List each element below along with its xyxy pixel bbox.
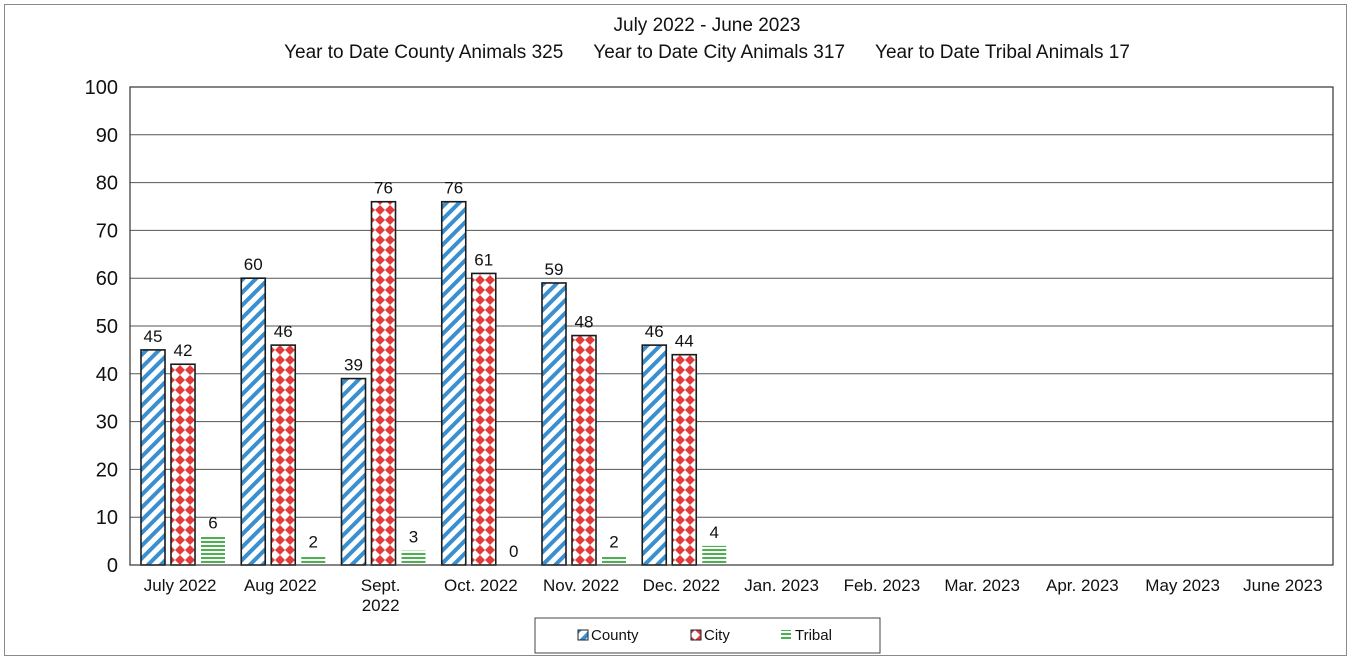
y-tick-label: 80 [96,173,118,195]
x-axis: July 2022 Aug 2022 Sept.2022 Oct. 2022 Nov. … [144,576,1323,615]
y-tick-label: 40 [96,364,118,386]
data-label-county: 39 [344,356,363,375]
y-tick-label: 30 [96,412,118,434]
x-tick-label: May 2023 [1145,576,1220,595]
data-label-city: 76 [374,179,393,198]
data-label-city: 44 [675,332,694,351]
data-label-city: 61 [474,250,493,269]
data-label-tribal: 2 [609,532,618,551]
bar-tribal [702,545,727,565]
y-tick-label: 50 [96,316,118,338]
data-label-city: 48 [575,313,594,332]
data-label-county: 46 [645,322,664,341]
data-label-county: 59 [545,260,564,279]
bars [140,200,727,566]
bar-tribal [401,550,426,565]
bar-city [671,353,698,566]
bar-city [270,344,297,566]
y-tick-label: 60 [96,268,118,290]
legend-box [534,617,881,654]
x-tick-label: Oct. 2022 [444,576,518,595]
bar-city [170,363,196,566]
data-label-city: 46 [274,322,293,341]
bar-county [440,200,467,566]
x-tick-label: July 2022 [144,576,217,595]
chart-subtitle: Year to Date County Animals 325 Year to D… [284,42,1130,63]
bar-city [470,272,497,566]
data-label-tribal: 0 [509,542,518,561]
x-tick-label: Jan. 2023 [744,576,819,595]
y-tick-label: 100 [85,77,118,99]
legend-label-tribal: Tribal [795,627,832,644]
bar-chart: July 2022 - June 2023 Year to Date Count… [85,15,1334,654]
y-tick-label: 90 [96,125,118,147]
gridlines [130,86,1333,566]
bar-county [541,282,567,566]
legend-label-county: County [591,627,639,644]
x-tick-label: Sept. [361,576,401,595]
data-label-county: 60 [244,255,263,274]
y-axis: 0 10 20 30 40 50 60 70 80 90 100 [85,77,118,577]
bar-city [370,200,397,566]
data-label-tribal: 3 [409,528,418,547]
y-tick-label: 70 [96,220,118,242]
x-tick-label: June 2023 [1243,576,1322,595]
bar-tribal [301,555,326,565]
subtitle-city-total: Year to Date City Animals 317 [593,42,845,63]
legend-swatch-county [577,629,589,641]
legend-label-city: City [704,627,730,644]
y-tick-label: 10 [96,507,118,529]
y-tick-label: 20 [96,459,118,481]
x-tick-label: Mar. 2023 [944,576,1020,595]
bar-tribal [201,536,225,565]
x-tick-label: Nov. 2022 [543,576,619,595]
legend: County City Tribal [534,617,881,654]
x-tick-label: Dec. 2022 [643,576,721,595]
chart-frame: July 2022 - June 2023 Year to Date Count… [4,4,1347,656]
bar-city [571,334,597,566]
bar-county [240,277,267,566]
subtitle-tribal-total: Year to Date Tribal Animals 17 [875,42,1130,63]
data-label-tribal: 2 [309,532,318,551]
x-tick-label: Aug 2022 [244,576,317,595]
chart-title: July 2022 - June 2023 [614,15,801,36]
data-label-county: 76 [444,179,463,198]
legend-swatch-city [690,629,702,641]
data-label-tribal: 6 [208,513,217,532]
y-tick-label: 0 [107,555,118,577]
x-tick-label: Feb. 2023 [844,576,921,595]
legend-swatch-tribal [781,630,791,640]
bar-county [140,349,166,566]
subtitle-county-total: Year to Date County Animals 325 [284,42,563,63]
data-label-tribal: 4 [710,523,719,542]
x-tick-label: 2022 [362,596,400,615]
bar-county [340,377,367,566]
x-tick-label: Apr. 2023 [1046,576,1119,595]
data-label-city: 42 [174,341,193,360]
bar-county [641,344,668,566]
data-label-county: 45 [144,327,163,346]
plot-area [129,86,1334,566]
bar-tribal [602,555,626,565]
